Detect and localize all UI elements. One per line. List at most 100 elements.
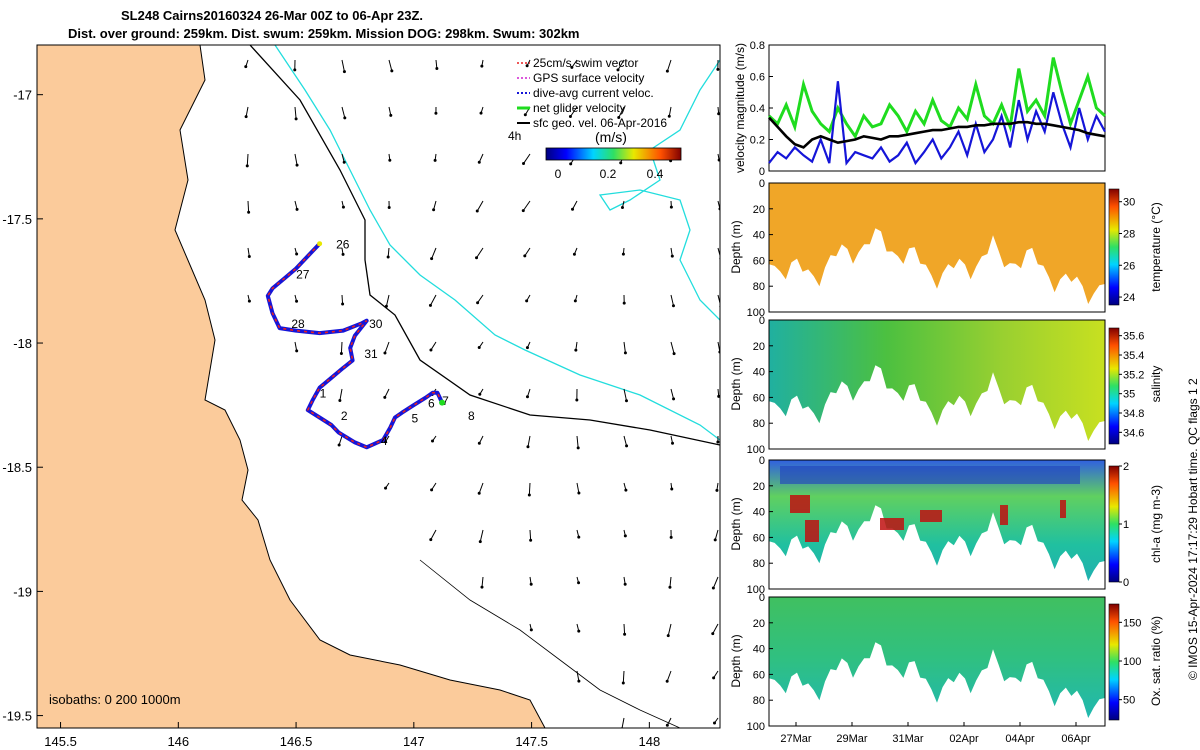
map-y-tick-label: -17.5 [2, 212, 32, 227]
velocity-y-tick-label: 0.4 [750, 103, 765, 115]
velocity-arrow-head [430, 488, 434, 492]
colorbar-tick-label: 1 [1123, 519, 1129, 531]
chl-surface-band [780, 466, 1080, 484]
section-y-tick-label: 0 [759, 592, 765, 604]
section-ylabel: Depth (m) [729, 220, 743, 273]
day-label: 28 [291, 317, 305, 331]
map-y-tick-label: -18 [13, 336, 32, 351]
velocity-arrow-head [337, 443, 341, 447]
velocity-arrow-head [529, 538, 533, 542]
velocity-arrow [623, 341, 626, 353]
velocity-arrow-head [386, 255, 390, 259]
velocity-arrow-head [480, 64, 484, 68]
velocity-arrow-head [388, 158, 392, 162]
velocity-arrow [341, 294, 344, 305]
velocity-arrow-head [525, 346, 529, 350]
velocity-arrow-head [577, 535, 581, 539]
map-legend: 25cm/s swim vector GPS surface velocity … [508, 56, 682, 181]
day-label: 31 [364, 347, 378, 361]
velocity-arrow-head [247, 254, 251, 258]
velocity-arrow-head [383, 351, 387, 355]
velocity-arrow [430, 294, 437, 306]
colorbar-tick-2: 0.4 [647, 167, 664, 181]
velocity-arrow-head [475, 209, 479, 213]
velocity-arrow [431, 247, 437, 259]
velocity-arrow-head [429, 348, 433, 352]
day-label: 26 [336, 238, 350, 252]
velocity-arrow-head [387, 205, 391, 209]
colorbar-tick-label: 24 [1123, 292, 1135, 304]
velocity-arrow-head [671, 441, 675, 445]
colorbar-tick-label: 30 [1123, 197, 1135, 209]
velocity-arrow [669, 576, 672, 588]
map-x-tick-label: 147.5 [515, 734, 548, 749]
velocity-arrow-head [384, 304, 388, 308]
chl-colorbar [1108, 465, 1120, 583]
velocity-arrow-head [713, 538, 717, 542]
temperature-field [769, 183, 1105, 304]
temperature-panel [768, 182, 1120, 313]
velocity-arrow-head [523, 254, 527, 258]
velocity-arrow-head [620, 206, 624, 210]
map-x-axis: 145.5 146 146.5 147 147.5 148 [44, 722, 660, 749]
swim-vector-markers [266, 243, 443, 449]
velocity-arrow-head [389, 113, 393, 117]
velocity-arrow [481, 576, 484, 588]
velocity-ylabel: velocity magnitude (m/s) [733, 43, 747, 173]
velocity-arrow-head [477, 441, 481, 445]
velocity-arrow-head [293, 68, 297, 72]
velocity-arrow-head [717, 158, 720, 162]
velocity-arrow [384, 388, 390, 398]
velocity-arrow [668, 106, 672, 117]
section-ylabel: Depth (m) [729, 497, 743, 550]
velocity-arrow-head [570, 65, 574, 69]
velocity-arrow-head [428, 303, 432, 307]
velocity-arrow-head [434, 111, 438, 115]
chl-high-patches [780, 466, 1080, 542]
velocity-arrow [576, 670, 580, 682]
section-y-tick-label: 40 [753, 507, 765, 519]
isobath-note: isobaths: 0 200 1000m [49, 692, 181, 707]
section-y-tick-label: 0 [759, 315, 765, 327]
velocity-arrow [623, 435, 628, 447]
colorbar-tick-label: 35.2 [1123, 369, 1144, 381]
chl-high-patch [805, 520, 819, 542]
velocity-arrow-head [715, 488, 719, 492]
map-frame [36, 44, 721, 729]
velocity-arrow [570, 106, 578, 117]
colorbar-label: (m/s) [595, 129, 627, 145]
velocity-arrow-head [624, 399, 628, 403]
velocity-arrow-head [529, 582, 533, 586]
velocity-arrow [479, 529, 484, 542]
velocity-arrow [527, 435, 531, 447]
velocity-arrow-head [577, 679, 581, 683]
velocity-arrow-head [343, 116, 347, 120]
section-y-tick-label: 20 [753, 618, 765, 630]
section-y-tick-label: 20 [753, 481, 765, 493]
velocity-arrow-head [523, 113, 527, 117]
velocity-arrow-head [527, 493, 531, 497]
velocity-arrow [667, 623, 672, 636]
velocity-arrow-head [341, 302, 345, 306]
oxygen-colorbar [1108, 603, 1120, 721]
velocity-arrow [294, 341, 298, 351]
velocity-arrow [384, 341, 390, 354]
velocity-y-tick-label: 0.2 [750, 135, 765, 147]
colorbar-tick-label: 35.4 [1123, 350, 1144, 362]
velocity-arrow [524, 247, 531, 257]
velocity-arrow-head [716, 67, 720, 71]
salinity-frame [768, 319, 1106, 450]
velocity-arrow-head [577, 491, 581, 495]
velocity-arrow-head [477, 346, 481, 350]
section-y-tick-label: 0 [759, 455, 765, 467]
colorbar-label: Ox. sat. ratio (%) [1149, 616, 1163, 706]
section-y-tick-label: 80 [753, 418, 765, 430]
map-y-axis: -17 -17.5 -18 -18.5 -19 -19.5 [2, 88, 43, 724]
velocity-arrow-head [478, 392, 482, 396]
velocity-arrow [245, 106, 249, 117]
day-label: 7 [442, 394, 449, 408]
velocity-arrow [430, 341, 437, 351]
velocity-arrow [576, 482, 580, 494]
land-outline-south [419, 559, 681, 728]
velocity-arrow-head [667, 114, 671, 118]
